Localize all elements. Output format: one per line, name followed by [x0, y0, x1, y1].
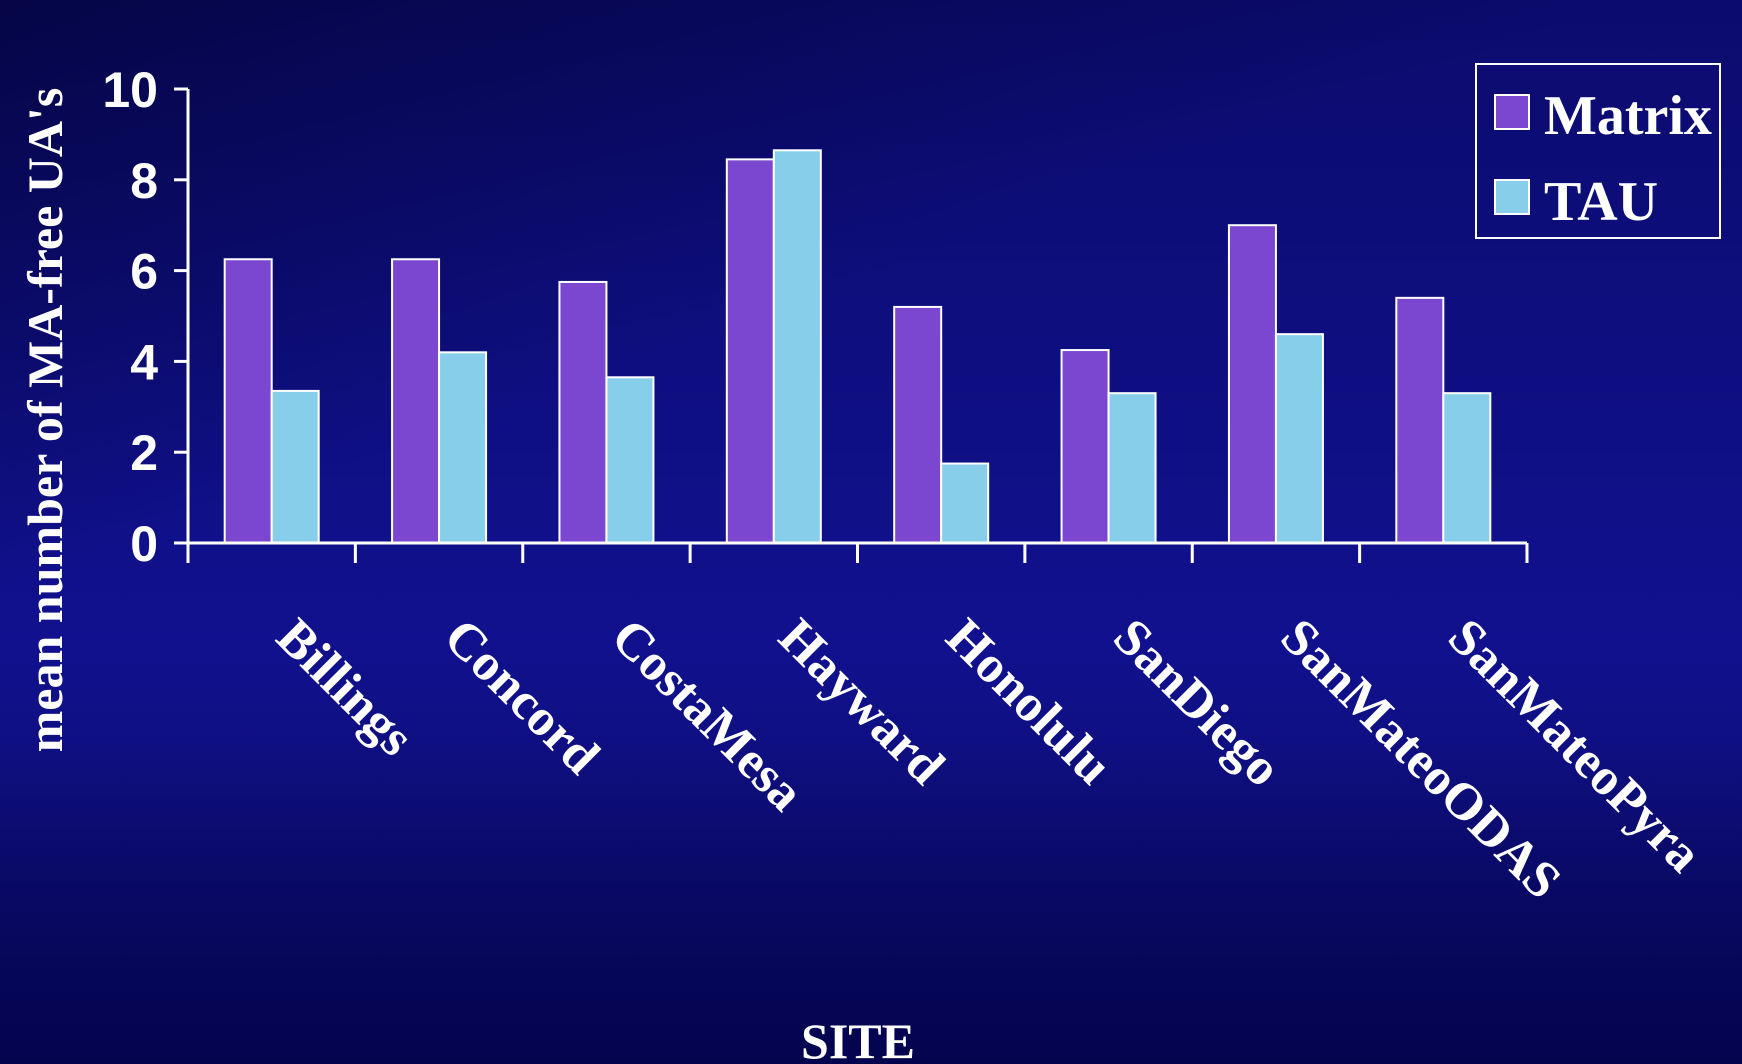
- x-axis-title: SITE: [801, 1013, 915, 1064]
- legend-swatch-matrix: [1494, 94, 1530, 130]
- y-axis-title: mean number of MA-free UA's: [17, 88, 73, 753]
- bar-tau-hayward: [772, 149, 822, 544]
- bar-tau-costamesa: [605, 376, 655, 545]
- bar-matrix-sanmateoodas: [1227, 224, 1277, 544]
- bar-matrix-hayward: [725, 158, 775, 544]
- bar-matrix-honolulu: [893, 305, 943, 545]
- y-tick-label: 6: [130, 244, 158, 300]
- bars-layer: [223, 149, 1492, 545]
- y-tick-label: 8: [130, 153, 158, 209]
- x-category-label: SanMateoODAS: [1270, 608, 1572, 910]
- y-tick-label: 4: [130, 334, 158, 390]
- bar-matrix-billings: [223, 258, 273, 544]
- legend: Matrix TAU: [1475, 63, 1721, 239]
- legend-box: [1475, 63, 1721, 239]
- x-category-label: Concord: [433, 608, 610, 785]
- bar-matrix-concord: [391, 258, 441, 544]
- bar-matrix-costamesa: [558, 280, 608, 544]
- y-tick-label: 0: [130, 516, 158, 572]
- bar-tau-sandiego: [1107, 392, 1157, 544]
- bar-tau-honolulu: [940, 462, 990, 544]
- bar-tau-sanmateopyra: [1442, 392, 1492, 544]
- bar-tau-concord: [438, 351, 488, 544]
- y-tick-label: 10: [102, 62, 158, 118]
- bar-matrix-sanmateopyra: [1395, 296, 1445, 544]
- bar-tau-billings: [270, 389, 320, 544]
- legend-label-tau: TAU: [1544, 171, 1658, 233]
- axes-layer: [174, 87, 1529, 563]
- bar-tau-sanmateoodas: [1274, 333, 1324, 544]
- y-tick-label: 2: [130, 425, 158, 481]
- bar-matrix-sandiego: [1060, 349, 1110, 544]
- legend-swatch-tau: [1494, 179, 1530, 215]
- x-category-label: SanDiego: [1102, 608, 1291, 797]
- x-category-label: Billings: [266, 608, 425, 767]
- legend-label-matrix: Matrix: [1544, 85, 1712, 147]
- x-category-label: Honolulu: [935, 608, 1122, 795]
